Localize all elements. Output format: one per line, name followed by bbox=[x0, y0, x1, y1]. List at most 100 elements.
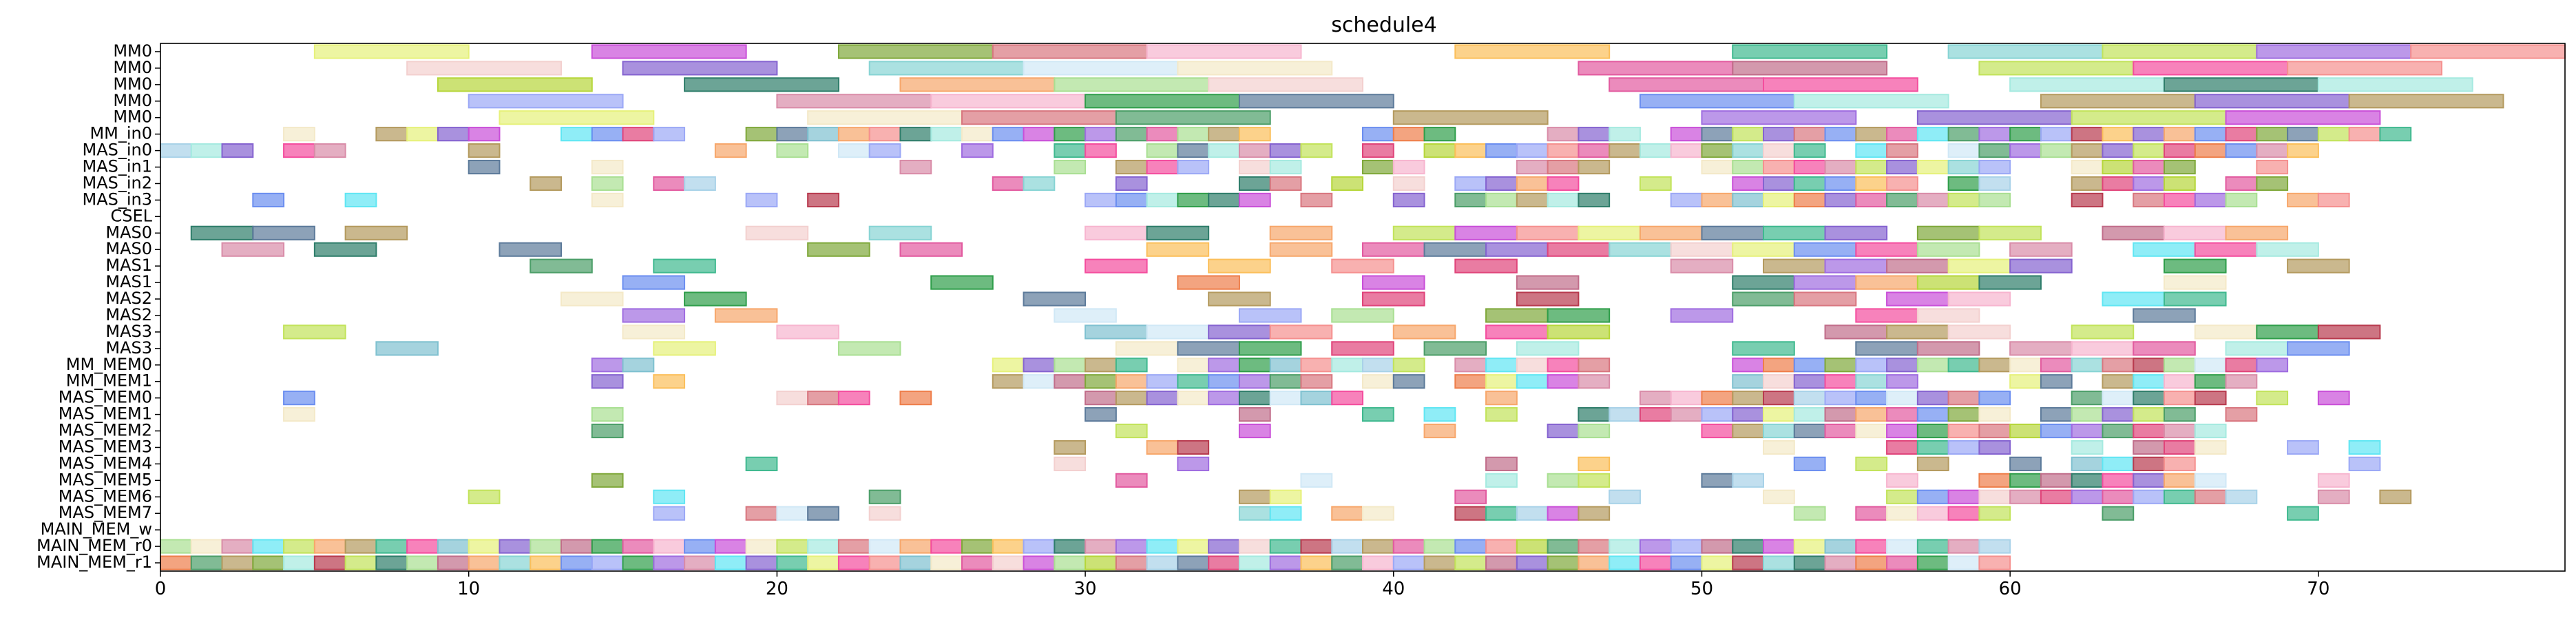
gantt-bar-main-mem-r1-695 bbox=[714, 555, 747, 570]
gantt-bar-mas-mem6-587 bbox=[2071, 489, 2104, 504]
row-label-mm-in0-5: MM_in0 bbox=[90, 124, 152, 143]
gantt-bar-mm-mem0-374 bbox=[992, 358, 1025, 373]
gantt-bar-mas-in2-194 bbox=[1485, 176, 1518, 192]
gantt-bar-mm-mem0-378 bbox=[1115, 358, 1148, 373]
gantt-bar-mm-mem1-426 bbox=[1485, 374, 1518, 389]
row-label-mm0-2: MM0 bbox=[113, 74, 152, 94]
gantt-bar-mas-in3-228 bbox=[1547, 192, 1580, 207]
gantt-bar-main-mem-r0-672 bbox=[1855, 539, 1888, 554]
gantt-bar-main-mem-r1-735 bbox=[1947, 555, 1980, 570]
gantt-bar-mas0-262 bbox=[1763, 225, 1826, 240]
gantt-bar-mm0-47 bbox=[1916, 110, 2073, 125]
gantt-bar-mas-mem1-478 bbox=[591, 407, 624, 422]
gantt-bar-main-mem-r1-683 bbox=[344, 555, 377, 570]
gantt-bar-mm-mem1-415 bbox=[1085, 374, 1117, 389]
gantt-bar-mas-mem3-529 bbox=[1177, 440, 1210, 455]
gantt-bar-main-mem-r0-626 bbox=[437, 539, 470, 554]
gantt-bar-mas-in0-148 bbox=[2164, 143, 2196, 158]
x-axis-ticks: 0 10 20 30 40 50 60 70 bbox=[155, 571, 2329, 599]
gantt-bar-mas-in1-165 bbox=[1547, 159, 1580, 175]
gantt-bar-mas-mem1-502 bbox=[2164, 407, 2196, 422]
gantt-bar-mas-in0-141 bbox=[1947, 143, 1980, 158]
gantt-bar-mm-in0-92 bbox=[1978, 127, 2011, 142]
row-label-mas-in3-9: MAS_in3 bbox=[82, 189, 152, 209]
gantt-bar-mas-in1-160 bbox=[1238, 159, 1271, 175]
gantt-bar-mas-in0-121 bbox=[1208, 143, 1240, 158]
gantt-bar-mas-mem3-535 bbox=[2071, 440, 2104, 455]
gantt-bar-mas1-313 bbox=[1978, 275, 2042, 290]
gantt-bar-mas0-283 bbox=[1793, 242, 1857, 257]
gantt-bar-mas2-327 bbox=[622, 308, 686, 323]
gantt-bar-mm-mem1-419 bbox=[1208, 374, 1240, 389]
gantt-bar-main-mem-r1-723 bbox=[1578, 555, 1611, 570]
gantt-bar-mm-mem0-399 bbox=[1947, 358, 1980, 373]
gantt-bar-mas1-306 bbox=[1177, 275, 1240, 290]
gantt-bar-mas-in3-217 bbox=[1085, 192, 1117, 207]
gantt-bar-mas-in2-190 bbox=[1269, 176, 1302, 192]
gantt-bar-mas-in1-155 bbox=[899, 159, 932, 175]
gantt-bar-mm-mem0-398 bbox=[1916, 358, 1949, 373]
gantt-bar-main-mem-r0-631 bbox=[591, 539, 624, 554]
gantt-bar-mas-mem3-537 bbox=[2164, 440, 2196, 455]
gantt-bar-mm-mem0-372 bbox=[591, 358, 624, 373]
gantt-bar-mm-in0-89 bbox=[1886, 127, 1918, 142]
gantt-bar-mas-mem6-574 bbox=[653, 489, 686, 504]
row-label-mas-mem2-23: MAS_MEM2 bbox=[59, 421, 152, 440]
gantt-bar-mas-mem5-569 bbox=[2133, 473, 2165, 488]
gantt-bar-mas0-248 bbox=[190, 225, 254, 240]
gantt-bar-mas-mem1-501 bbox=[2133, 407, 2165, 422]
gantt-bar-mas-in0-119 bbox=[1146, 143, 1179, 158]
gantt-bar-mas2-326 bbox=[2164, 291, 2227, 307]
plot-area-frame bbox=[160, 43, 2566, 572]
gantt-bar-mm-in0-79 bbox=[1547, 127, 1580, 142]
gantt-bar-mas-in1-156 bbox=[1054, 159, 1087, 175]
gantt-bar-mas-in3-224 bbox=[1392, 192, 1425, 207]
gantt-bar-mas-mem6-582 bbox=[1916, 489, 1949, 504]
gantt-bar-mas-in3-227 bbox=[1516, 192, 1549, 207]
gantt-bar-mas-mem4-546 bbox=[1793, 456, 1826, 471]
gantt-bar-mas-mem6-584 bbox=[1978, 489, 2011, 504]
gantt-bar-mas-in3-234 bbox=[1793, 192, 1826, 207]
gantt-bar-main-mem-r1-712 bbox=[1238, 555, 1271, 570]
gantt-bar-mm-mem1-425 bbox=[1454, 374, 1487, 389]
gantt-bar-main-mem-r0-625 bbox=[406, 539, 439, 554]
gantt-bar-mm-mem0-400 bbox=[1978, 358, 2011, 373]
gantt-bar-mas1-292 bbox=[1085, 258, 1148, 273]
gantt-bar-mas-mem6-591 bbox=[2194, 489, 2227, 504]
gantt-bar-mas-in2-198 bbox=[1732, 176, 1764, 192]
gantt-bar-main-mem-r0-635 bbox=[714, 539, 747, 554]
gantt-bar-mm-mem0-388 bbox=[1485, 358, 1518, 373]
gantt-bar-mm-in0-77 bbox=[1392, 127, 1425, 142]
row-label-mas-in0-6: MAS_in0 bbox=[82, 141, 152, 160]
gantt-bar-mm0-21 bbox=[437, 77, 593, 92]
gantt-bar-mas-mem2-517 bbox=[1916, 423, 1949, 439]
gantt-bar-main-mem-r0-654 bbox=[1300, 539, 1333, 554]
gantt-bar-main-mem-r0-623 bbox=[344, 539, 377, 554]
gantt-bar-main-mem-r0-644 bbox=[992, 539, 1025, 554]
gantt-bar-mm-mem0-397 bbox=[1886, 358, 1918, 373]
gantt-bar-mas-mem3-533 bbox=[1947, 440, 1980, 455]
gantt-bar-main-mem-r1-710 bbox=[1177, 555, 1210, 570]
gantt-bar-mas-mem7-608 bbox=[1578, 506, 1611, 521]
gantt-bar-mm-mem1-437 bbox=[2040, 374, 2073, 389]
gantt-bar-mm-in0-93 bbox=[2009, 127, 2042, 142]
gantt-bar-mas-in0-118 bbox=[1085, 143, 1117, 158]
gantt-bar-mas1-308 bbox=[1516, 275, 1580, 290]
gantt-bar-mas3-364 bbox=[1732, 341, 1795, 356]
gantt-bar-mas1-305 bbox=[930, 275, 994, 290]
gantt-bar-mm-mem0-383 bbox=[1300, 358, 1333, 373]
gantt-bar-mas0-286 bbox=[2009, 242, 2073, 257]
gantt-bar-mas2-330 bbox=[1238, 308, 1302, 323]
row-label-mas3-17: MAS3 bbox=[105, 322, 152, 341]
gantt-bar-mm-mem1-439 bbox=[2133, 374, 2165, 389]
gantt-bar-main-mem-r0-628 bbox=[499, 539, 532, 554]
gantt-bar-mas-mem0-444 bbox=[776, 391, 809, 406]
gantt-bar-mm-mem1-441 bbox=[2194, 374, 2227, 389]
x-tick-label-70: 70 bbox=[2307, 579, 2329, 599]
gantt-bar-mas-in0-107 bbox=[190, 143, 223, 158]
gantt-bar-main-mem-r1-736 bbox=[1978, 555, 2011, 570]
gantt-bar-mas-mem4-550 bbox=[2071, 456, 2104, 471]
gantt-bar-mas-in2-185 bbox=[684, 176, 716, 192]
gantt-bar-mas-in0-106 bbox=[160, 143, 192, 158]
gantt-bar-main-mem-r1-716 bbox=[1362, 555, 1394, 570]
